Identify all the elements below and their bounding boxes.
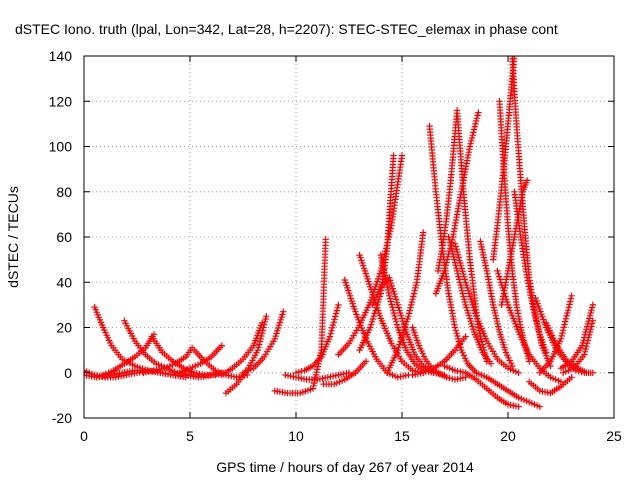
data-point-markers — [140, 344, 196, 376]
data-point-markers — [494, 267, 565, 385]
series-track — [409, 324, 469, 383]
series-track — [432, 109, 482, 297]
data-point-markers — [441, 362, 522, 410]
y-axis-label: dSTEC / TECUs — [5, 186, 21, 288]
y-tick-label: 120 — [49, 93, 73, 109]
data-point-markers — [559, 317, 596, 376]
x-tick-label: 5 — [186, 428, 194, 444]
series-track — [557, 301, 596, 372]
series-track — [140, 344, 196, 376]
data-point-markers — [239, 308, 287, 376]
series-track — [445, 233, 495, 367]
data-point-markers — [320, 358, 370, 388]
series-track — [271, 236, 329, 397]
y-tick-label: 80 — [56, 184, 72, 200]
series-track — [473, 369, 543, 410]
x-tick-label: 10 — [288, 428, 304, 444]
data-point-markers — [432, 109, 482, 297]
x-tick-label: 15 — [394, 428, 410, 444]
x-axis-label: GPS time / hours of day 267 of year 2014 — [216, 459, 474, 475]
series-track — [526, 374, 575, 397]
data-point-markers — [292, 301, 342, 376]
data-point-markers — [282, 369, 353, 383]
data-point-markers — [409, 324, 469, 383]
data-point-markers — [271, 236, 329, 397]
series-track — [377, 251, 437, 376]
data-point-markers — [557, 301, 596, 372]
y-tick-label: 140 — [49, 48, 73, 64]
x-tick-label: 0 — [80, 428, 88, 444]
axis-ticks: 0 5 10 15 20 25 -20 0 20 40 60 80 100 120 140 — [49, 48, 622, 444]
data-point-markers — [451, 240, 522, 376]
series-track — [477, 238, 516, 370]
y-tick-label: 20 — [56, 320, 72, 336]
y-tick-label: 0 — [64, 365, 72, 381]
data-point-markers — [176, 342, 225, 376]
series-track — [451, 240, 522, 376]
series-track — [176, 342, 225, 376]
series-track — [559, 317, 596, 376]
x-tick-label: 20 — [500, 428, 516, 444]
series-track — [239, 308, 287, 376]
data-point-markers — [473, 369, 543, 410]
series-track — [292, 301, 342, 376]
series-track — [441, 362, 522, 410]
chart-title: dSTEC Iono. truth (lpal, Lon=342, Lat=28… — [15, 21, 558, 37]
y-tick-label: -20 — [52, 410, 72, 426]
x-tick-label: 25 — [606, 428, 622, 444]
y-tick-label: 60 — [56, 229, 72, 245]
y-tick-label: 100 — [49, 139, 73, 155]
y-tick-label: 40 — [56, 274, 72, 290]
series-track — [218, 319, 266, 379]
series-track — [536, 292, 575, 376]
series-track — [320, 358, 370, 388]
data-points — [84, 56, 596, 410]
data-point-markers — [218, 319, 266, 379]
data-point-markers — [377, 251, 437, 376]
data-point-markers — [477, 238, 516, 370]
series-track — [494, 267, 565, 385]
data-point-markers — [536, 292, 575, 376]
series-track — [282, 369, 353, 383]
data-point-markers — [445, 233, 495, 367]
data-point-markers — [526, 374, 575, 397]
